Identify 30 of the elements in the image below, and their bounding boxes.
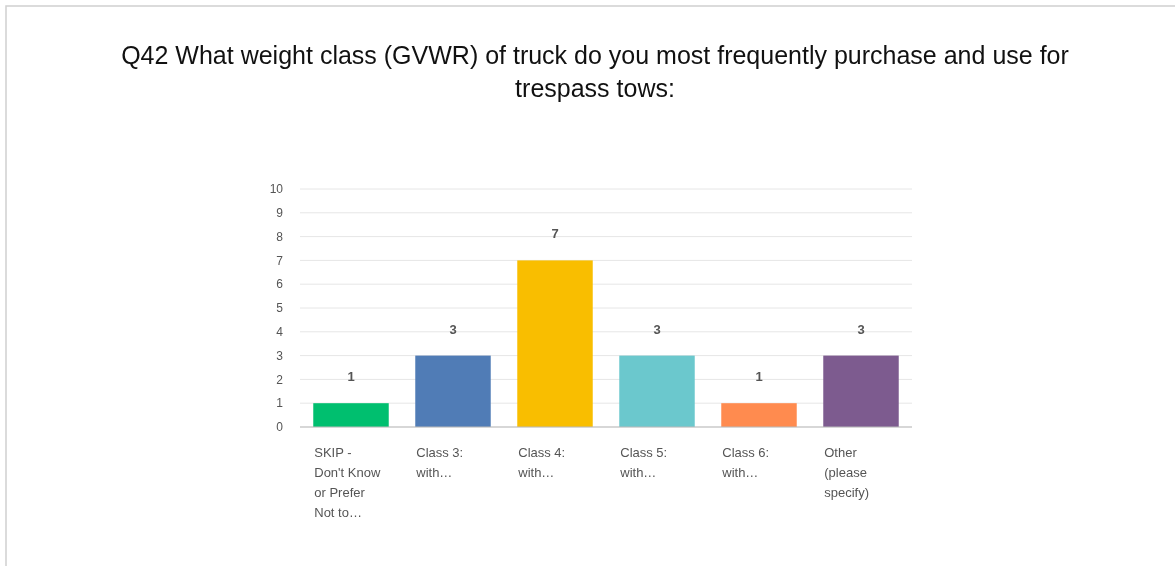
bar xyxy=(313,403,389,427)
y-tick-label: 9 xyxy=(276,206,284,220)
y-tick-label: 8 xyxy=(276,229,284,244)
data-label: 1 xyxy=(755,369,763,385)
chart-title: Q42 What weight class (GVWR) of truck do you most frequently purchase and use for trespass tows: xyxy=(121,41,1069,102)
bar xyxy=(517,260,593,427)
x-tick-label: Class 6: with… xyxy=(721,445,770,480)
y-tick-label: 2 xyxy=(276,372,284,387)
bar xyxy=(721,403,797,427)
data-label: 3 xyxy=(857,321,865,337)
y-tick-label: 4 xyxy=(276,325,284,339)
x-tick-label: SKIP - Don't Know or Prefer Not to… xyxy=(314,445,381,520)
x-tick-label: Class 4: with… xyxy=(517,445,566,480)
y-tick-label: 5 xyxy=(276,301,284,316)
x-tick-label: Class 5: with… xyxy=(619,445,668,480)
x-tick-label: Class 3: with… xyxy=(415,445,464,480)
y-tick-label: 1 xyxy=(276,396,284,411)
x-tick-label: Other (please specify) xyxy=(824,445,870,500)
data-label: 3 xyxy=(653,321,661,337)
data-label: 7 xyxy=(551,226,559,242)
y-tick-label: 3 xyxy=(276,348,284,363)
bar xyxy=(823,355,899,427)
y-tick-label: 6 xyxy=(276,277,284,292)
bar xyxy=(619,355,695,427)
bar xyxy=(415,355,491,427)
data-label: 3 xyxy=(449,321,457,337)
data-label: 1 xyxy=(347,369,355,385)
y-tick-label: 10 xyxy=(269,182,284,197)
y-tick-label: 0 xyxy=(276,420,284,435)
y-tick-label: 7 xyxy=(276,253,284,268)
